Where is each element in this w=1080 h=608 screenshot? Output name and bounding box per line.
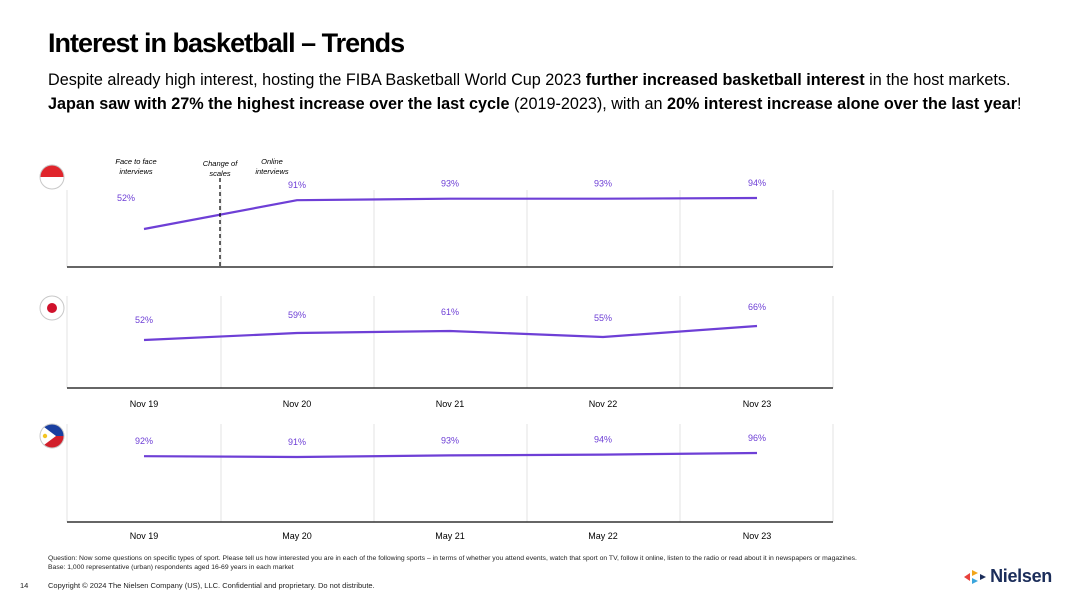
indonesia-flag-icon [39,164,65,190]
subtitle-line2-text: (2019-2023), with an [509,95,668,113]
data-label: 61% [441,307,459,317]
x-tick-label: Nov 21 [436,399,465,409]
online-label-line2: interviews [255,167,289,176]
data-label: 92% [135,436,153,446]
subtitle-line1-emphasis: further increased basketball interest [585,71,865,89]
data-label: 96% [748,433,766,443]
footnote-base: Base: 1,000 representative (urban) respo… [48,564,294,571]
series-line-japan [143,324,758,342]
online-label-line1: Online [261,157,283,166]
data-label: 93% [441,179,459,189]
series-line-indonesia [143,196,758,231]
x-tick-label: Nov 20 [283,399,312,409]
data-label: 91% [288,180,306,190]
data-label: 94% [594,435,612,445]
x-tick-label: May 21 [435,531,465,541]
survey-annotations: Face to face interviews Change of scales… [115,157,289,266]
x-tick-label: Nov 23 [743,531,772,541]
data-label: 66% [748,302,766,312]
data-label: 55% [594,313,612,323]
data-label: 91% [288,437,306,447]
x-tick-label: May 20 [282,531,312,541]
japan-flag-icon [39,295,65,321]
chart-japan: 52% 59% 61% 55% 66% Nov 19 Nov 20 Nov 21 Nov 22 N… [66,296,834,409]
data-label: 52% [135,315,153,325]
footnote-question: Question: Now some questions on specific… [48,555,857,562]
x-tick-label: Nov 19 [130,531,159,541]
data-label: 94% [748,178,766,188]
copyright: Copyright © 2024 The Nielsen Company (US… [48,581,375,590]
data-label: 52% [117,193,135,203]
change-of-scales-label-line2: scales [209,169,231,178]
subtitle-line2-end: ! [1017,95,1022,113]
x-tick-label: May 22 [588,531,618,541]
data-label: 59% [288,310,306,320]
nielsen-logo-text: Nielsen [990,566,1052,586]
data-label: 93% [594,179,612,189]
page-number: 14 [20,581,29,590]
x-tick-label: Nov 23 [743,399,772,409]
flag-icons [39,164,65,449]
face-to-face-label-line2: interviews [119,167,153,176]
subtitle-line2-emphasis-2: 20% interest increase alone over the las… [667,95,1018,113]
data-label: 93% [441,435,459,445]
series-line-philippines [143,451,758,459]
change-of-scales-label-line1: Change of [203,159,239,168]
subtitle: Despite already high interest, hosting t… [48,68,1058,116]
nielsen-mark-icon [964,569,987,584]
subtitle-line1-end: in the host markets. [864,71,1011,89]
face-to-face-label-line1: Face to face [115,157,156,166]
x-tick-label: Nov 19 [130,399,159,409]
chart-philippines: 92% 91% 93% 94% 96% Nov 19 May 20 May 21 May 22 N… [66,424,834,541]
page-title: Interest in basketball – Trends [48,28,405,58]
nielsen-logo: Nielsen [964,566,1052,587]
subtitle-line1-text: Despite already high interest, hosting t… [48,71,586,89]
x-tick-label: Nov 22 [589,399,618,409]
chart-indonesia: 52% 91% 93% 93% 94% [66,178,834,268]
philippines-flag-icon [39,423,65,449]
subtitle-line2-emphasis-1: Japan saw with 27% the highest increase … [48,95,510,113]
